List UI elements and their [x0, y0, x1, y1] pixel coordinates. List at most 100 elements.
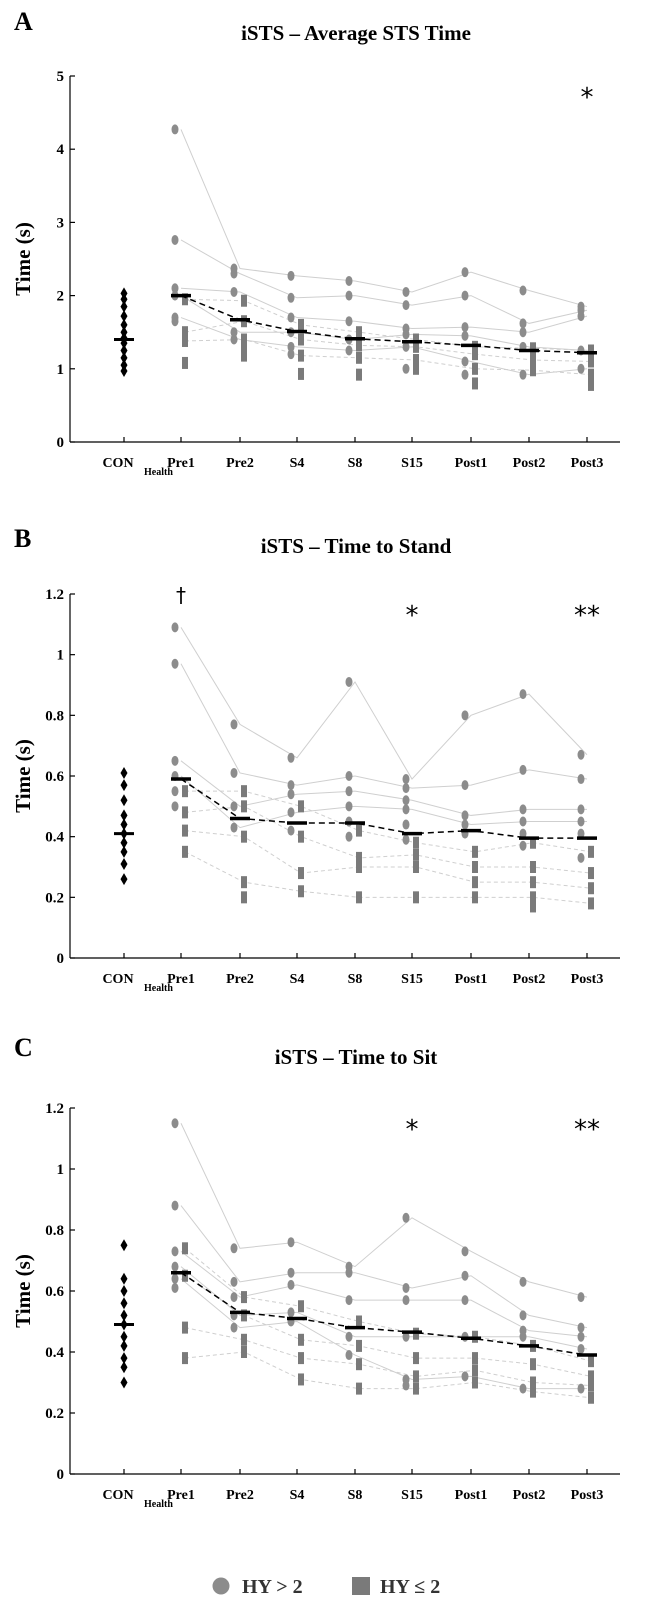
point-hy-gt2 [402, 1380, 410, 1391]
x-tick-label: S8 [348, 972, 363, 987]
point-hy-gt2 [230, 1276, 238, 1287]
point-hy-le2 [588, 1355, 594, 1368]
subject-line [180, 627, 588, 780]
point-hy-gt2 [519, 689, 527, 700]
point-hy-le2 [530, 1376, 536, 1389]
subject-line [184, 851, 592, 904]
point-hy-gt2 [345, 801, 353, 812]
point-hy-gt2 [577, 1322, 585, 1333]
point-hy-le2 [241, 1333, 247, 1346]
x-tick-label: Post1 [455, 456, 488, 471]
point-hy-le2 [356, 368, 362, 381]
point-hy-le2 [588, 355, 594, 368]
x-tick-label: Post2 [513, 1488, 546, 1503]
point-hy-le2 [298, 830, 304, 843]
point-hy-le2 [588, 378, 594, 391]
point-hy-gt2 [287, 825, 295, 836]
y-tick-label: 5 [57, 69, 65, 85]
point-hy-le2 [413, 1352, 419, 1365]
point-control [120, 293, 128, 306]
x-tick-label: Post2 [513, 972, 546, 987]
point-hy-gt2 [287, 292, 295, 303]
significance-marker: ** [574, 601, 600, 631]
point-hy-gt2 [345, 290, 353, 301]
point-hy-le2 [241, 1346, 247, 1358]
point-hy-gt2 [461, 267, 469, 278]
subject-line [180, 1250, 588, 1338]
point-hy-gt2 [461, 1270, 469, 1281]
subject-line [180, 287, 588, 333]
point-hy-gt2 [345, 345, 353, 356]
point-hy-gt2 [171, 124, 179, 135]
x-tick-label: Post1 [455, 1488, 488, 1503]
point-hy-le2 [241, 785, 247, 798]
point-control [120, 1285, 128, 1297]
point-hy-gt2 [519, 369, 527, 380]
point-hy-gt2 [519, 828, 527, 839]
point-hy-le2 [182, 293, 188, 306]
point-hy-le2 [182, 845, 188, 858]
point-hy-le2 [356, 1358, 362, 1371]
subject-line [180, 295, 588, 351]
point-hy-le2 [298, 800, 304, 813]
point-hy-le2 [530, 900, 536, 913]
significance-marker: * [406, 601, 419, 631]
point-hy-le2 [530, 836, 536, 849]
point-hy-le2 [182, 1352, 188, 1365]
point-hy-gt2 [461, 1371, 469, 1382]
point-hy-gt2 [519, 318, 527, 329]
subject-line [180, 1266, 588, 1350]
y-tick-label: 3 [57, 215, 65, 231]
point-hy-le2 [298, 333, 304, 346]
point-hy-gt2 [230, 767, 238, 778]
point-hy-le2 [182, 806, 188, 819]
point-hy-le2 [588, 1379, 594, 1392]
y-tick-label: 0.2 [45, 890, 64, 906]
point-hy-gt2 [345, 831, 353, 842]
point-hy-gt2 [402, 286, 410, 297]
subject-line [180, 760, 587, 816]
legend-marker-hy-le2 [352, 1577, 370, 1595]
point-hy-le2 [472, 1352, 478, 1365]
point-control [120, 364, 128, 377]
y-tick-label: 4 [57, 142, 65, 158]
subject-line [184, 339, 592, 376]
point-hy-gt2 [287, 1307, 295, 1318]
x-tick-label: Post3 [571, 972, 604, 987]
point-hy-le2 [298, 318, 304, 331]
point-hy-gt2 [402, 1282, 410, 1293]
point-hy-le2 [356, 1382, 362, 1395]
subject-line [180, 129, 588, 308]
y-tick-label: 0.8 [45, 1223, 64, 1239]
point-control [120, 818, 128, 831]
point-hy-gt2 [519, 816, 527, 827]
point-hy-gt2 [402, 341, 410, 352]
point-hy-gt2 [402, 834, 410, 845]
point-hy-gt2 [461, 356, 469, 367]
significance-marker: * [581, 83, 594, 113]
point-control [120, 1297, 128, 1310]
point-hy-gt2 [171, 658, 179, 669]
point-hy-gt2 [519, 327, 527, 338]
chart-title: iSTS – Average STS Time [241, 21, 471, 45]
point-control [120, 809, 128, 822]
point-hy-gt2 [287, 270, 295, 281]
y-tick-label: 0 [57, 435, 65, 451]
point-hy-le2 [241, 333, 247, 346]
x-tick-subscript: Health [144, 1499, 173, 1510]
point-hy-gt2 [519, 285, 527, 296]
point-control [120, 300, 128, 313]
point-hy-gt2 [345, 316, 353, 327]
point-hy-gt2 [461, 710, 469, 721]
y-tick-label: 1 [57, 648, 65, 664]
point-hy-le2 [472, 362, 478, 375]
subject-line [184, 830, 592, 889]
point-hy-gt2 [577, 363, 585, 374]
point-hy-gt2 [519, 1331, 527, 1342]
point-hy-gt2 [345, 786, 353, 797]
point-hy-gt2 [577, 311, 585, 322]
point-hy-le2 [298, 1352, 304, 1365]
